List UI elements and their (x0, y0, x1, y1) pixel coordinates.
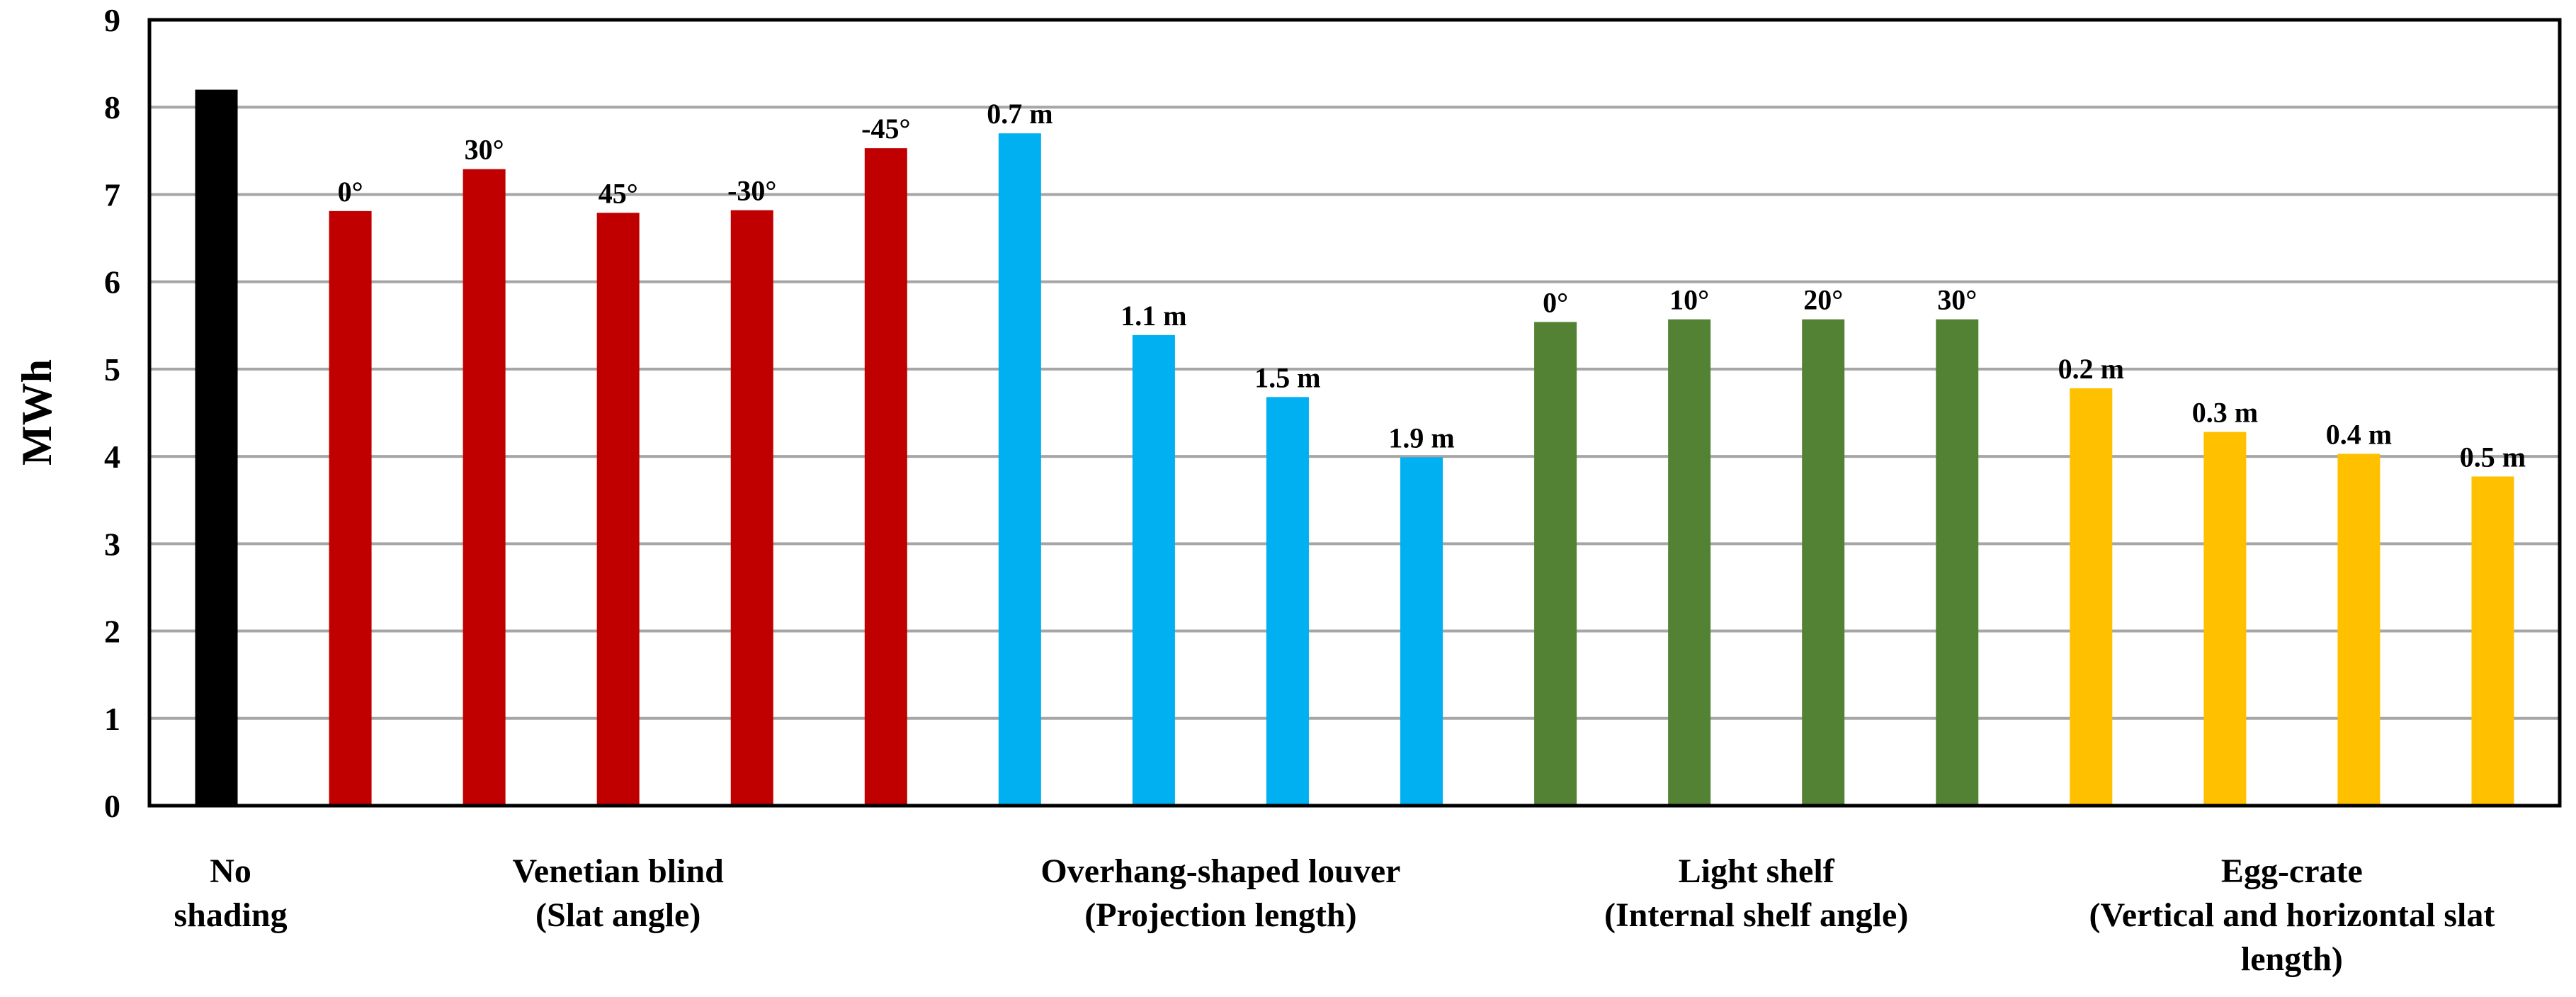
data-label: 1.1 m (1120, 300, 1186, 332)
data-label: -45° (861, 113, 910, 145)
data-label: 0.5 m (2460, 441, 2526, 473)
group-label: (Projection length) (1084, 896, 1356, 934)
data-label: 45° (598, 177, 638, 209)
bar (195, 89, 238, 806)
data-label: 20° (1803, 284, 1843, 316)
data-label: 1.5 m (1254, 361, 1320, 393)
bar (2471, 476, 2514, 806)
plot-frame (147, 18, 2562, 808)
group-label: Light shelf (1679, 852, 1835, 890)
bar (1936, 319, 1979, 806)
group-label: Venetian blind (513, 852, 725, 890)
y-axis-label: MWh (13, 359, 60, 466)
group-labels: No shading Venetian blind (Slat angle) Overh… (174, 852, 2495, 978)
group-label: shading (174, 896, 287, 934)
bar (463, 169, 506, 806)
gridlines (149, 106, 2560, 720)
bar (596, 213, 640, 806)
bar (1668, 319, 1711, 806)
data-label: 30° (465, 134, 504, 166)
bar (2337, 454, 2381, 806)
y-tick-label: 3 (104, 526, 120, 562)
data-label: 0° (1543, 286, 1568, 318)
group-label: (Internal shelf angle) (1604, 896, 1908, 934)
y-tick-label: 2 (104, 614, 120, 650)
group-label: (Vertical and horizontal slat (2089, 896, 2495, 934)
bar (1132, 334, 1175, 806)
bar (2203, 432, 2247, 806)
data-label: 30° (1937, 284, 1977, 316)
y-tick-label: 8 (104, 89, 120, 125)
bars (195, 89, 2514, 806)
data-label: 0.7 m (987, 98, 1052, 130)
bar (2070, 388, 2113, 806)
data-label: 0° (338, 176, 363, 208)
bar (998, 133, 1041, 806)
y-tick-label: 7 (104, 176, 120, 213)
y-tick-label: 1 (104, 701, 120, 737)
y-tick-label: 5 (104, 351, 120, 388)
y-tick-label: 0 (104, 788, 120, 824)
bar (1266, 397, 1309, 806)
data-label: 0.2 m (2058, 353, 2124, 385)
data-labels: 0° 30° 45° -30° -45° 0.7 m 1.1 m 1.5 m 1.9 m 0° 10… (338, 98, 2526, 473)
group-label: Egg-crate (2221, 852, 2363, 890)
group-label: No (210, 852, 251, 890)
group-label: Overhang-shaped louver (1040, 852, 1400, 890)
y-tick-label: 6 (104, 264, 120, 300)
group-label: length) (2241, 940, 2343, 978)
y-tick-label: 9 (104, 2, 120, 38)
group-label: (Slat angle) (535, 896, 700, 934)
data-label: -30° (727, 175, 776, 207)
y-tick-label: 4 (104, 439, 120, 475)
data-label: 10° (1669, 284, 1709, 316)
bar (730, 210, 773, 806)
data-label: 0.4 m (2326, 418, 2392, 450)
bar (1400, 457, 1443, 806)
data-label: 1.9 m (1388, 422, 1454, 454)
bar (1534, 322, 1577, 806)
y-tick-labels: 0 1 2 3 4 5 6 7 8 9 (104, 2, 120, 824)
bar (329, 210, 372, 806)
data-label: 0.3 m (2192, 397, 2258, 429)
bar (1802, 319, 1845, 806)
bar (864, 148, 907, 806)
